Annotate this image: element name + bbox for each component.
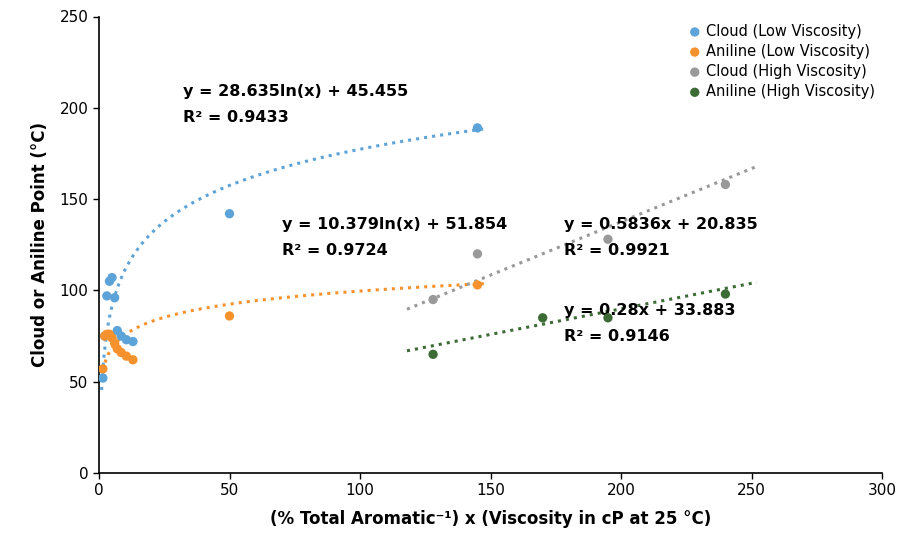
Y-axis label: Cloud or Aniline Point (°C): Cloud or Aniline Point (°C) xyxy=(31,122,49,367)
Aniline (Low Viscosity) xyxy=(110,344,124,353)
Aniline (High Viscosity) xyxy=(426,350,440,359)
Aniline (Low Viscosity) xyxy=(107,339,122,348)
Cloud (High Viscosity) xyxy=(601,235,616,244)
Legend: Cloud (Low Viscosity), Aniline (Low Viscosity), Cloud (High Viscosity), Aniline : Cloud (Low Viscosity), Aniline (Low Visc… xyxy=(691,24,875,99)
Cloud (Low Viscosity) xyxy=(97,332,112,340)
Cloud (Low Viscosity) xyxy=(107,293,122,302)
Aniline (Low Viscosity) xyxy=(100,330,114,339)
Text: y = 0.5836x + 20.835: y = 0.5836x + 20.835 xyxy=(563,217,757,232)
Cloud (High Viscosity) xyxy=(718,180,733,189)
Cloud (Low Viscosity) xyxy=(119,336,133,344)
Aniline (Low Viscosity) xyxy=(126,355,140,364)
Aniline (High Viscosity) xyxy=(601,314,616,322)
Cloud (Low Viscosity) xyxy=(100,292,114,300)
Cloud (Low Viscosity) xyxy=(95,373,110,382)
Text: R² = 0.9433: R² = 0.9433 xyxy=(183,109,288,125)
Text: R² = 0.9146: R² = 0.9146 xyxy=(563,329,670,344)
Aniline (High Viscosity) xyxy=(536,314,550,322)
Text: y = 0.28x + 33.883: y = 0.28x + 33.883 xyxy=(563,303,735,318)
Cloud (High Viscosity) xyxy=(426,295,440,304)
Cloud (Low Viscosity) xyxy=(104,273,119,282)
Aniline (Low Viscosity) xyxy=(471,280,485,289)
Aniline (Low Viscosity) xyxy=(222,311,237,320)
Cloud (High Viscosity) xyxy=(471,250,485,258)
Text: R² = 0.9724: R² = 0.9724 xyxy=(282,243,388,258)
Cloud (Low Viscosity) xyxy=(110,326,124,335)
Aniline (Low Viscosity) xyxy=(97,332,112,340)
Aniline (Low Viscosity) xyxy=(95,365,110,373)
Aniline (High Viscosity) xyxy=(718,290,733,299)
Cloud (Low Viscosity) xyxy=(222,210,237,218)
Cloud (Low Viscosity) xyxy=(471,124,485,133)
Aniline (Low Viscosity) xyxy=(103,330,117,339)
Aniline (Low Viscosity) xyxy=(114,348,129,357)
Cloud (Low Viscosity) xyxy=(126,337,140,346)
Cloud (Low Viscosity) xyxy=(114,332,129,340)
Text: y = 10.379ln(x) + 51.854: y = 10.379ln(x) + 51.854 xyxy=(282,217,507,232)
Cloud (Low Viscosity) xyxy=(103,277,117,285)
X-axis label: (% Total Aromatic⁻¹) x (Viscosity in cP at 25 °C): (% Total Aromatic⁻¹) x (Viscosity in cP … xyxy=(270,509,711,527)
Text: y = 28.635ln(x) + 45.455: y = 28.635ln(x) + 45.455 xyxy=(183,84,408,99)
Aniline (Low Viscosity) xyxy=(104,333,119,342)
Text: R² = 0.9921: R² = 0.9921 xyxy=(563,243,670,258)
Aniline (Low Viscosity) xyxy=(119,352,133,361)
